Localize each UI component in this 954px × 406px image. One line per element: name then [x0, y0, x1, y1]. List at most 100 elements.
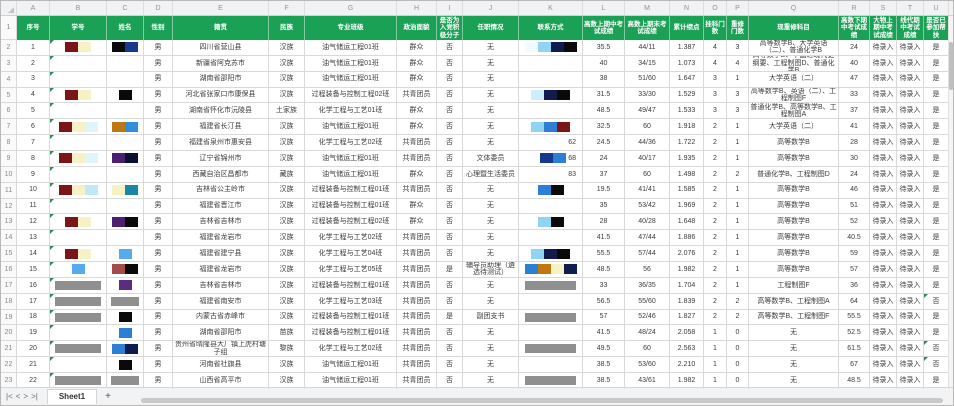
cell-O2[interactable]: 4 [704, 40, 727, 56]
cell-J7[interactable]: 无 [463, 119, 519, 136]
cell-I8[interactable]: 否 [437, 135, 463, 152]
row-number-3[interactable]: 3 [1, 55, 17, 72]
cell-Q5[interactable]: 高等数学B、英语（二）、工程制图F [749, 87, 839, 104]
next-sheet-button[interactable]: > [23, 392, 29, 401]
cell-P8[interactable]: 1 [727, 135, 749, 152]
cell-J5[interactable]: 无 [463, 87, 519, 104]
cell-U21[interactable]: 否 [924, 341, 949, 358]
row-number-15[interactable]: 15 [1, 246, 17, 263]
cell-N11[interactable]: 1.585 [670, 182, 704, 199]
cell-J20[interactable]: 无 [463, 325, 519, 342]
cell-C17[interactable] [107, 277, 144, 294]
cell-O15[interactable]: 2 [704, 246, 727, 263]
cell-M14[interactable]: 47/44 [625, 230, 670, 247]
cell-O4[interactable]: 3 [704, 71, 727, 88]
cell-D11[interactable]: 男 [144, 182, 173, 199]
row-number-21[interactable]: 21 [1, 341, 17, 358]
cell-H15[interactable]: 共青团员 [397, 246, 437, 263]
cell-Q17[interactable]: 工程制图F [749, 277, 839, 294]
cell-Q18[interactable]: 高等数学B、工程制图A [749, 293, 839, 310]
cell-O12[interactable]: 2 [704, 198, 727, 215]
cell-H9[interactable]: 共青团员 [397, 151, 437, 167]
cell-K21[interactable] [519, 341, 583, 358]
header-cell-home[interactable]: 籍贯 [173, 16, 269, 40]
cell-P6[interactable]: 3 [727, 103, 749, 120]
cell-U20[interactable]: 是 [924, 325, 949, 342]
cell-I18[interactable]: 否 [437, 293, 463, 310]
cell-S12[interactable]: 待录入 [870, 198, 897, 215]
cell-U7[interactable]: 是 [924, 119, 949, 136]
cell-L11[interactable]: 19.5 [583, 182, 625, 199]
cell-A8[interactable]: 7 [17, 135, 50, 152]
cell-H11[interactable]: 共青团员 [397, 182, 437, 199]
row-number-17[interactable]: 17 [1, 277, 17, 294]
cell-U13[interactable]: 是 [924, 214, 949, 231]
column-letter-A[interactable]: A [17, 1, 50, 15]
cell-I17[interactable]: 否 [437, 277, 463, 294]
cell-H13[interactable]: 群众 [397, 214, 437, 231]
cell-H6[interactable]: 群众 [397, 103, 437, 120]
header-cell-retk[interactable]: 重修门数 [727, 16, 749, 40]
cell-T22[interactable]: 待录入 [897, 357, 924, 374]
cell-T6[interactable]: 待录入 [897, 103, 924, 120]
cell-R15[interactable]: 59 [839, 246, 870, 263]
tab-sheet1[interactable]: Sheet1 [46, 389, 98, 404]
cell-F14[interactable]: 汉族 [269, 230, 305, 247]
cell-E4[interactable]: 湖南省邵阳市 [173, 71, 269, 88]
cell-E2[interactable]: 四川省营山县 [173, 40, 269, 56]
cell-N16[interactable]: 1.982 [670, 262, 704, 278]
cell-K4[interactable] [519, 71, 583, 88]
cell-O7[interactable]: 2 [704, 119, 727, 136]
header-cell-gender[interactable]: 性别 [144, 16, 173, 40]
cell-T9[interactable]: 待录入 [897, 151, 924, 167]
header-cell-cls[interactable]: 专业班级 [305, 16, 397, 40]
cell-D5[interactable]: 男 [144, 87, 173, 104]
column-letter-L[interactable]: L [583, 1, 625, 15]
cell-H16[interactable]: 共青团员 [397, 262, 437, 278]
cell-N2[interactable]: 1.387 [670, 40, 704, 56]
cell-Q10[interactable]: 普通化学B、工程制图D [749, 166, 839, 183]
cell-J4[interactable]: 无 [463, 71, 519, 88]
cell-O13[interactable]: 2 [704, 214, 727, 231]
cell-D9[interactable]: 男 [144, 151, 173, 167]
cell-I2[interactable]: 否 [437, 40, 463, 56]
cell-P10[interactable]: 2 [727, 166, 749, 183]
horizontal-scrollbar-thumb[interactable] [141, 398, 943, 403]
cell-S8[interactable]: 待录入 [870, 135, 897, 152]
cell-S4[interactable]: 待录入 [870, 71, 897, 88]
cell-S13[interactable]: 待录入 [870, 214, 897, 231]
row-number-6[interactable]: 6 [1, 103, 17, 120]
cell-M12[interactable]: 53/42 [625, 198, 670, 215]
cell-P14[interactable]: 1 [727, 230, 749, 247]
cell-O11[interactable]: 2 [704, 182, 727, 199]
cell-H5[interactable]: 共青团员 [397, 87, 437, 104]
cell-R8[interactable]: 28 [839, 135, 870, 152]
cell-H14[interactable]: 共青团员 [397, 230, 437, 247]
cell-E5[interactable]: 河北省张家口市康保县 [173, 87, 269, 104]
cell-I21[interactable]: 否 [437, 341, 463, 358]
cell-C22[interactable] [107, 357, 144, 374]
cell-T10[interactable]: 待录入 [897, 166, 924, 183]
cell-U5[interactable]: 是 [924, 87, 949, 104]
cell-N3[interactable]: 1.073 [670, 55, 704, 72]
cell-H22[interactable]: 共青团员 [397, 357, 437, 374]
row-number-11[interactable]: 11 [1, 182, 17, 199]
cell-B10[interactable] [50, 166, 107, 183]
cell-H12[interactable]: 群众 [397, 198, 437, 215]
cell-U19[interactable]: 是 [924, 309, 949, 326]
cell-A16[interactable]: 15 [17, 262, 50, 278]
column-letter-P[interactable]: P [727, 1, 749, 15]
cell-N13[interactable]: 1.648 [670, 214, 704, 231]
cell-U10[interactable]: 是 [924, 166, 949, 183]
cell-K8[interactable]: 62 [519, 135, 583, 152]
cell-U14[interactable]: 是 [924, 230, 949, 247]
cell-O19[interactable]: 2 [704, 309, 727, 326]
cell-C10[interactable] [107, 166, 144, 183]
cell-D18[interactable]: 男 [144, 293, 173, 310]
cell-R16[interactable]: 57 [839, 262, 870, 278]
cell-U9[interactable]: 是 [924, 151, 949, 167]
cell-N21[interactable]: 2.563 [670, 341, 704, 358]
cell-M20[interactable]: 48/24 [625, 325, 670, 342]
cell-L19[interactable]: 57 [583, 309, 625, 326]
column-letter-C[interactable]: C [107, 1, 144, 15]
